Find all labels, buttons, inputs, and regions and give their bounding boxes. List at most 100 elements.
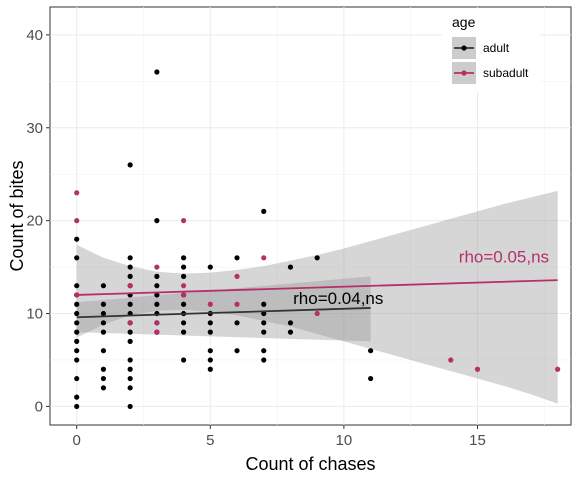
data-point-subadult [74, 218, 80, 224]
data-point-adult [180, 329, 187, 335]
x-tick-label: 10 [336, 432, 353, 449]
data-point-adult [74, 357, 80, 363]
data-point-adult [234, 320, 240, 326]
data-point-adult [207, 264, 213, 270]
data-point-adult [207, 329, 213, 335]
x-tick-label: 5 [206, 432, 214, 449]
data-point-adult [261, 208, 267, 214]
x-axis-title: Count of chases [245, 454, 375, 474]
legend-keys: adult subadult [452, 37, 529, 84]
data-point-subadult [154, 329, 160, 335]
trend-line-subadult [76, 279, 558, 296]
data-point-adult [127, 338, 133, 344]
legend-key-point-adult [461, 45, 467, 51]
x-axis-ticks: 0 5 10 15 [73, 425, 486, 449]
data-point-adult [287, 264, 294, 270]
data-point-adult [100, 385, 107, 391]
trend-line-adult [76, 307, 371, 319]
data-point-adult [100, 329, 107, 335]
data-point-adult [207, 320, 213, 326]
data-point-subadult [474, 366, 481, 372]
data-point-adult [180, 255, 187, 261]
data-point-adult [180, 264, 187, 270]
data-point-adult [74, 394, 80, 400]
data-point-adult [368, 348, 374, 354]
y-axis-title: Count of bites [7, 160, 27, 271]
data-point-subadult [207, 301, 213, 307]
data-point-adult [74, 310, 80, 317]
data-point-adult [74, 375, 80, 382]
data-point-subadult [180, 283, 187, 289]
data-point-adult [127, 366, 133, 372]
data-point-adult [74, 236, 80, 242]
data-point-adult [154, 301, 160, 307]
x-tick-label: 0 [73, 432, 81, 449]
legend: age adult subadult [442, 8, 540, 92]
data-point-adult [100, 320, 107, 326]
data-point-adult [127, 375, 133, 382]
data-point-subadult [154, 264, 160, 270]
y-axis-ticks: 0 10 20 30 40 [26, 27, 50, 415]
data-point-subadult [448, 357, 454, 363]
data-point-adult [261, 329, 267, 335]
data-point-adult [127, 357, 133, 363]
data-point-adult [74, 329, 80, 335]
data-point-adult [74, 338, 80, 344]
data-point-adult [154, 218, 160, 224]
data-point-adult [180, 273, 187, 279]
data-point-adult [100, 301, 107, 307]
data-point-adult [261, 357, 267, 363]
data-point-adult [74, 301, 80, 307]
data-point-subadult [234, 301, 240, 307]
data-point-subadult [127, 283, 133, 289]
data-point-adult [207, 348, 213, 354]
data-point-adult [261, 320, 267, 326]
data-point-adult [74, 348, 80, 354]
confidence-bands [76, 190, 558, 404]
y-tick-label: 10 [26, 306, 43, 323]
legend-key-point-subadult [461, 70, 467, 76]
data-point-adult [207, 366, 213, 372]
data-point-subadult [127, 320, 133, 326]
data-point-adult [261, 348, 267, 354]
data-point-adult [127, 301, 133, 307]
data-point-adult [154, 69, 160, 75]
data-point-adult [287, 320, 294, 326]
data-point-subadult [154, 320, 160, 326]
grid-minor [50, 7, 571, 425]
legend-label-adult: adult [483, 41, 510, 55]
data-point-adult [314, 255, 320, 261]
data-point-adult [74, 255, 80, 261]
data-point-subadult [314, 310, 320, 317]
data-point-adult [74, 320, 80, 326]
data-point-adult [154, 283, 160, 289]
data-point-adult [180, 320, 187, 326]
data-point-subadult [555, 366, 561, 372]
data-point-subadult [74, 190, 80, 196]
annotation-adult: rho=0.04,ns [293, 289, 383, 308]
data-point-adult [127, 385, 133, 391]
data-point-adult [127, 162, 133, 168]
legend-title: age [452, 14, 476, 30]
data-point-adult [261, 301, 267, 307]
data-points [74, 69, 561, 410]
annotation-subadult: rho=0.05,ns [459, 247, 549, 266]
data-point-subadult [180, 218, 187, 224]
data-point-subadult [180, 292, 187, 298]
data-point-adult [100, 283, 107, 289]
y-tick-label: 20 [26, 213, 43, 230]
data-point-adult [154, 273, 160, 279]
data-point-adult [100, 348, 107, 354]
annotations: rho=0.04,ns rho=0.05,ns [293, 247, 549, 308]
data-point-adult [127, 329, 133, 335]
confidence-band-adult [76, 276, 371, 342]
data-point-subadult [234, 273, 240, 279]
data-point-adult [100, 310, 107, 317]
data-point-adult [74, 283, 80, 289]
confidence-band-subadult [76, 190, 558, 404]
data-point-adult [154, 292, 160, 298]
data-point-adult [74, 403, 80, 410]
data-point-adult [127, 264, 133, 270]
data-point-adult [234, 348, 240, 354]
